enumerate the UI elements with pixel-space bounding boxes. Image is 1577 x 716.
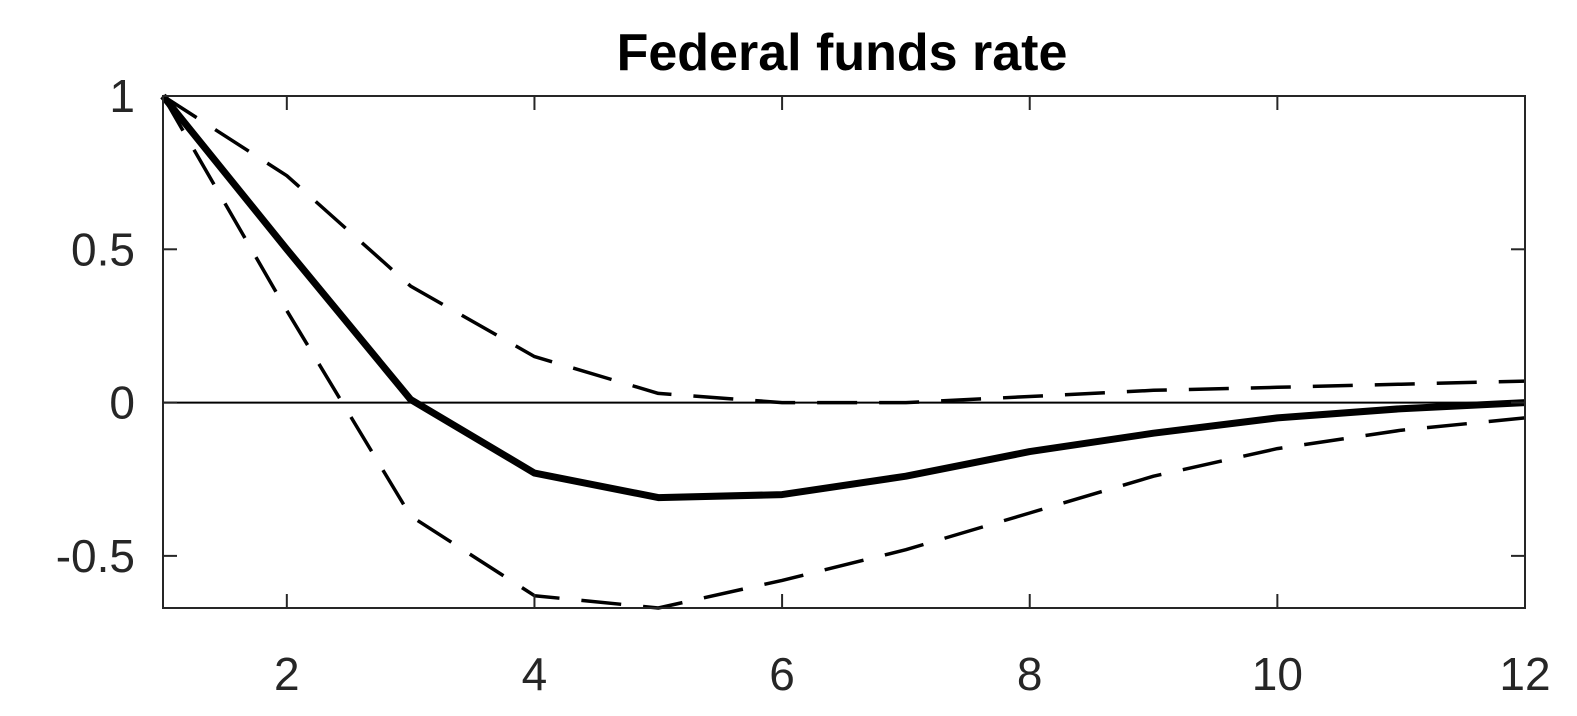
y-tick-label: 0.5 [71,223,135,275]
series-line-median [160,93,1526,502]
x-tick-label: 12 [1499,648,1550,700]
chart-title: Federal funds rate [617,24,1068,82]
x-tick-label: 10 [1252,648,1303,700]
series-line-band-2 [161,95,1526,610]
axes-box [162,95,1526,609]
ticks-layer: 2 4 6 8 10 12 1 0.5 0 -0.5 [56,70,1551,700]
y-tick-label: 0 [109,377,135,429]
series-line-band-1 [162,94,1526,405]
series-layer [160,93,1526,610]
x-tick-label: 4 [522,648,548,700]
x-tick-label: 2 [274,648,300,700]
x-tick-label: 8 [1017,648,1043,700]
x-tick-label: 6 [769,648,795,700]
y-tick-label: 1 [109,70,135,122]
y-tick-label: -0.5 [56,530,135,582]
